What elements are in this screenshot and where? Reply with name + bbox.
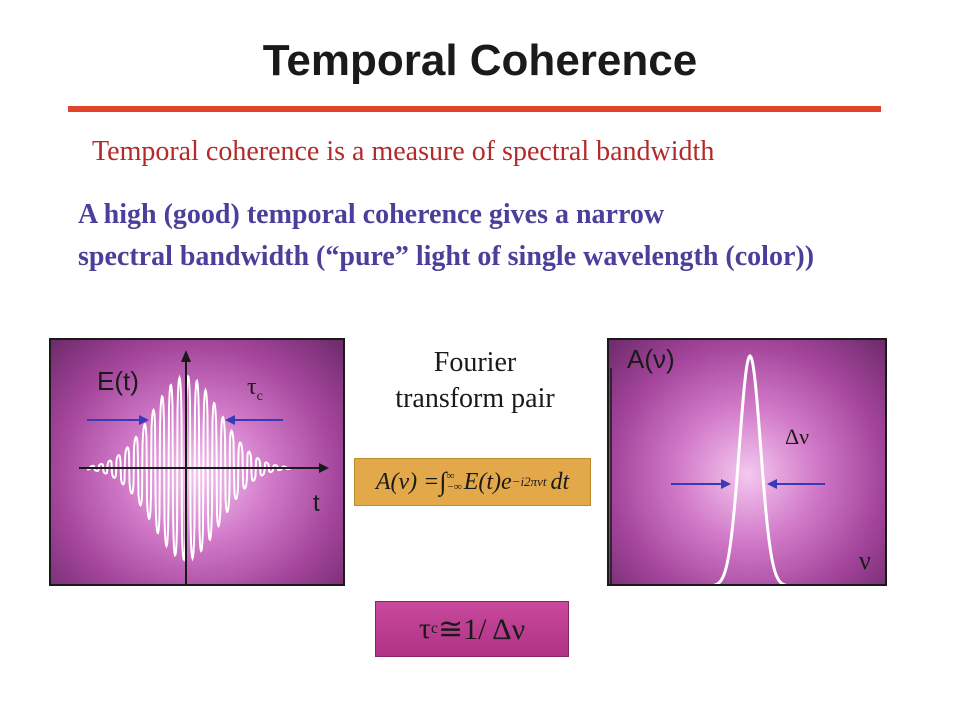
title-underline bbox=[68, 106, 881, 112]
formula-integrand: E(t)e bbox=[463, 468, 512, 495]
bandwidth-right-arrowhead bbox=[767, 479, 777, 489]
coherence-relation: τ c ≅1/ Δν bbox=[375, 601, 569, 657]
coherence-statement: A high (good) temporal coherence gives a… bbox=[78, 194, 814, 278]
right-width-arrowhead bbox=[225, 415, 235, 425]
statement-line-1: A high (good) temporal coherence gives a… bbox=[78, 199, 665, 230]
time-domain-panel: E(t) τc t bbox=[49, 338, 345, 586]
upper-limit: ∞ bbox=[446, 470, 455, 482]
statement-line-2: spectral bandwidth (“pure” light of sing… bbox=[78, 241, 815, 272]
fourier-label-line-2: transform pair bbox=[395, 383, 555, 414]
coherence-time-label: τc bbox=[247, 374, 263, 404]
bandwidth-left-arrowhead bbox=[721, 479, 731, 489]
spectrum-plot bbox=[610, 353, 825, 584]
integral-sign: ∫ bbox=[439, 467, 447, 496]
frequency-axis-label: ν bbox=[859, 546, 871, 575]
fourier-formula: A(ν) = ∫ ∞ −∞ E(t)e −i2πνt dt bbox=[354, 458, 591, 506]
wave-packet-plot bbox=[79, 350, 329, 584]
spectrum-curve bbox=[712, 353, 788, 584]
time-axis-label: t bbox=[313, 490, 320, 517]
spectrum-axis-label: A(ν) bbox=[627, 344, 675, 374]
left-width-arrowhead bbox=[139, 415, 149, 425]
slide-title: Temporal Coherence bbox=[262, 36, 698, 85]
frequency-domain-panel: A(ν) Δν ν bbox=[607, 338, 887, 586]
formula-differential: dt bbox=[550, 468, 570, 495]
bandwidth-label: Δν bbox=[785, 424, 810, 449]
subtitle-text: Temporal coherence is a measure of spect… bbox=[92, 136, 715, 167]
field-axis-label: E(t) bbox=[97, 366, 139, 396]
fourier-label-line-1: Fourier bbox=[433, 347, 517, 378]
lower-limit: −∞ bbox=[446, 481, 462, 493]
wave-packet-curve bbox=[86, 374, 292, 562]
formula-lhs: A(ν) = bbox=[375, 468, 440, 495]
integral-limits: ∞ −∞ bbox=[446, 471, 461, 493]
relation-subscript: c bbox=[430, 620, 438, 637]
time-axis-arrowhead bbox=[319, 463, 329, 473]
relation-symbol: τ bbox=[418, 612, 431, 645]
amplitude-axis-arrowhead bbox=[181, 350, 191, 362]
fourier-transform-label: Fourier transform pair bbox=[370, 345, 580, 417]
formula-exponent: −i2πνt bbox=[511, 474, 547, 489]
relation-rest: ≅1/ Δν bbox=[437, 612, 526, 646]
